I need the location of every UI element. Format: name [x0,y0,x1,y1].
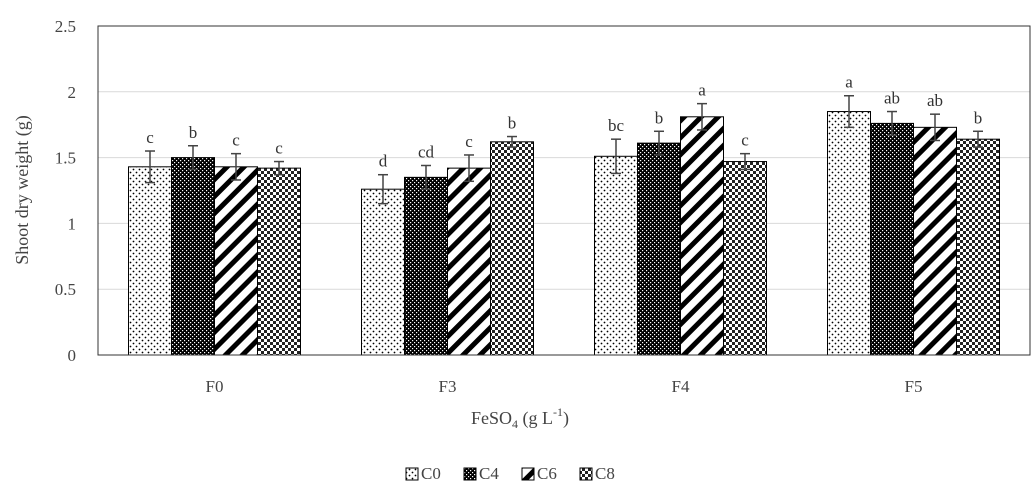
bar-C4-F3 [404,176,448,356]
bar-C6-F4 [680,116,724,356]
legend-swatch [579,467,593,481]
legend-swatch [405,467,419,481]
legend-item-C8: C8 [579,464,615,483]
significance-letter: a [698,81,706,100]
bar-C0-F5 [827,111,871,356]
significance-letter: b [508,114,517,133]
x-category-label: F5 [905,377,923,396]
significance-letter: c [232,131,240,150]
significance-letter: b [189,123,198,142]
bar-C6-F0 [214,166,258,356]
significance-letter: d [379,152,388,171]
plot-frame [97,25,1031,356]
significance-letter: bc [608,116,625,135]
y-tick-labels: 0 0.5 1 1.5 2 2.5 [55,17,76,365]
x-axis-title: FeSO4 (g L-1) [471,405,569,431]
legend-item-C0: C0 [405,464,441,483]
y-tick-label: 1.5 [55,149,76,168]
significance-letter: c [465,132,473,151]
y-tick-label: 2 [68,83,77,102]
legend-item-C4: C4 [463,464,499,483]
legend-label: C0 [421,464,441,483]
significance-letter: c [741,131,749,150]
significance-letter: b [655,108,664,127]
x-category-label: F0 [206,377,224,396]
significance-letter: c [275,139,283,158]
y-tick-label: 2.5 [55,17,76,36]
y-axis-title: Shoot dry weight (g) [12,115,33,264]
legend-label: C8 [595,464,615,483]
legend: C0 C4 C6 C8 [405,464,615,483]
legend-swatch [521,467,535,481]
y-tick-label: 0 [68,346,77,365]
bar-C4-F5 [870,122,914,356]
bar-C8-F3 [490,141,534,356]
bar-C8-F4 [723,161,767,356]
significance-letter: cd [418,142,435,161]
y-tick-label: 0.5 [55,280,76,299]
significance-letter: b [974,108,983,127]
bar-C0-F0 [128,166,172,356]
legend-swatch [463,467,477,481]
bar-C8-F5 [956,138,1000,356]
bar-C4-F4 [637,142,681,356]
x-category-label: F4 [672,377,690,396]
bar-C6-F5 [913,126,957,356]
bar-C0-F4 [594,155,638,356]
bar-C0-F3 [361,188,405,356]
legend-label: C4 [479,464,499,483]
significance-letter: ab [927,91,943,110]
bars [128,111,1000,356]
significance-letter: c [146,128,154,147]
significance-letter: ab [884,89,900,108]
legend-label: C6 [537,464,557,483]
bar-C8-F0 [257,167,301,356]
x-category-label: F3 [439,377,457,396]
y-tick-label: 1 [68,214,77,233]
bar-C4-F0 [171,157,215,356]
bar-C6-F3 [447,167,491,356]
legend-item-C6: C6 [521,464,557,483]
significance-letter: a [845,73,853,92]
error-bars [145,94,983,205]
x-category-labels: F0 F3 F4 F5 [206,377,923,396]
